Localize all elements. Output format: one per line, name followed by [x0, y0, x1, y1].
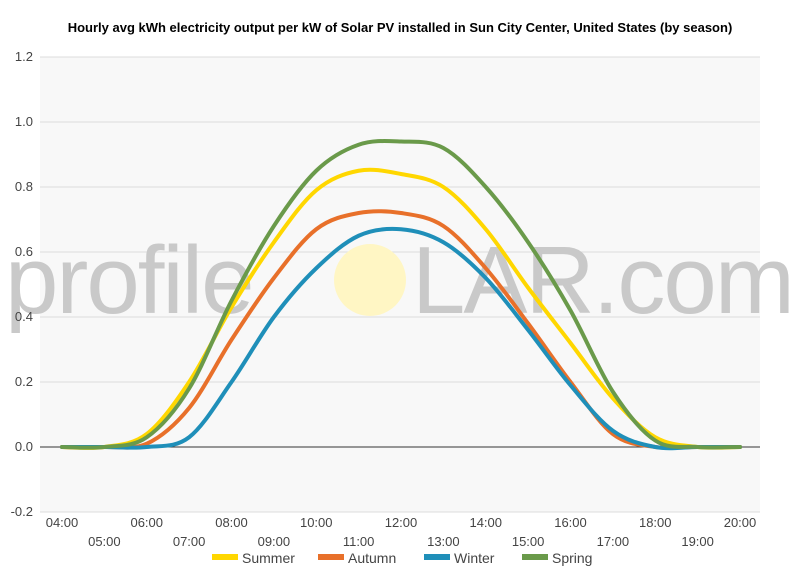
y-tick-labels: -0.2 0.0 0.2 0.4 0.6 0.8 1.0 1.2: [11, 49, 33, 519]
series-line-spring: [60, 139, 742, 450]
x-tick-label: 04:00: [46, 515, 79, 530]
legend-label-spring: Spring: [552, 550, 592, 566]
x-tick-label: 15:00: [512, 534, 545, 549]
y-tick-label: 0.2: [15, 374, 33, 389]
y-tick-label: 1.0: [15, 114, 33, 129]
watermark: profile LAR.com: [5, 227, 795, 334]
series-line-winter: [60, 226, 742, 451]
x-tick-label: 20:00: [724, 515, 757, 530]
x-tick-label: 18:00: [639, 515, 672, 530]
legend-swatch-winter: [424, 554, 450, 560]
legend: Summer Autumn Winter Spring: [212, 550, 592, 566]
watermark-text-left: profile: [5, 227, 252, 334]
x-tick-label: 05:00: [88, 534, 121, 549]
watermark-sun-icon: [334, 244, 406, 316]
chart-title: Hourly avg kWh electricity output per kW…: [67, 20, 733, 35]
series-line-summer: [60, 167, 742, 450]
x-tick-label: 14:00: [469, 515, 502, 530]
x-tick-label: 17:00: [597, 534, 630, 549]
y-tick-label: 0.8: [15, 179, 33, 194]
x-tick-label: 10:00: [300, 515, 333, 530]
legend-swatch-autumn: [318, 554, 344, 560]
x-tick-label: 12:00: [385, 515, 418, 530]
x-tick-label: 08:00: [215, 515, 248, 530]
x-tick-label: 11:00: [343, 534, 375, 549]
x-tick-label: 09:00: [258, 534, 291, 549]
x-tick-label: 16:00: [554, 515, 587, 530]
x-tick-labels: 04:00 05:00 06:00 07:00 08:00 09:00 10:00 11:00…: [46, 515, 757, 549]
series-line-autumn: [60, 209, 742, 450]
x-tick-label: 19:00: [681, 534, 714, 549]
x-tick-label: 13:00: [427, 534, 460, 549]
y-tick-label: -0.2: [11, 504, 33, 519]
legend-label-summer: Summer: [242, 550, 295, 566]
watermark-text-right: LAR.com: [412, 227, 793, 334]
y-tick-label: 0.0: [15, 439, 33, 454]
legend-label-autumn: Autumn: [348, 550, 396, 566]
y-tick-label: 0.4: [15, 309, 33, 324]
legend-swatch-summer: [212, 554, 238, 560]
legend-label-winter: Winter: [454, 550, 495, 566]
legend-swatch-spring: [522, 554, 548, 560]
series-lines: [60, 139, 742, 451]
y-tick-label: 1.2: [15, 49, 33, 64]
y-tick-label: 0.6: [15, 244, 33, 259]
x-tick-label: 06:00: [130, 515, 163, 530]
x-tick-label: 07:00: [173, 534, 206, 549]
